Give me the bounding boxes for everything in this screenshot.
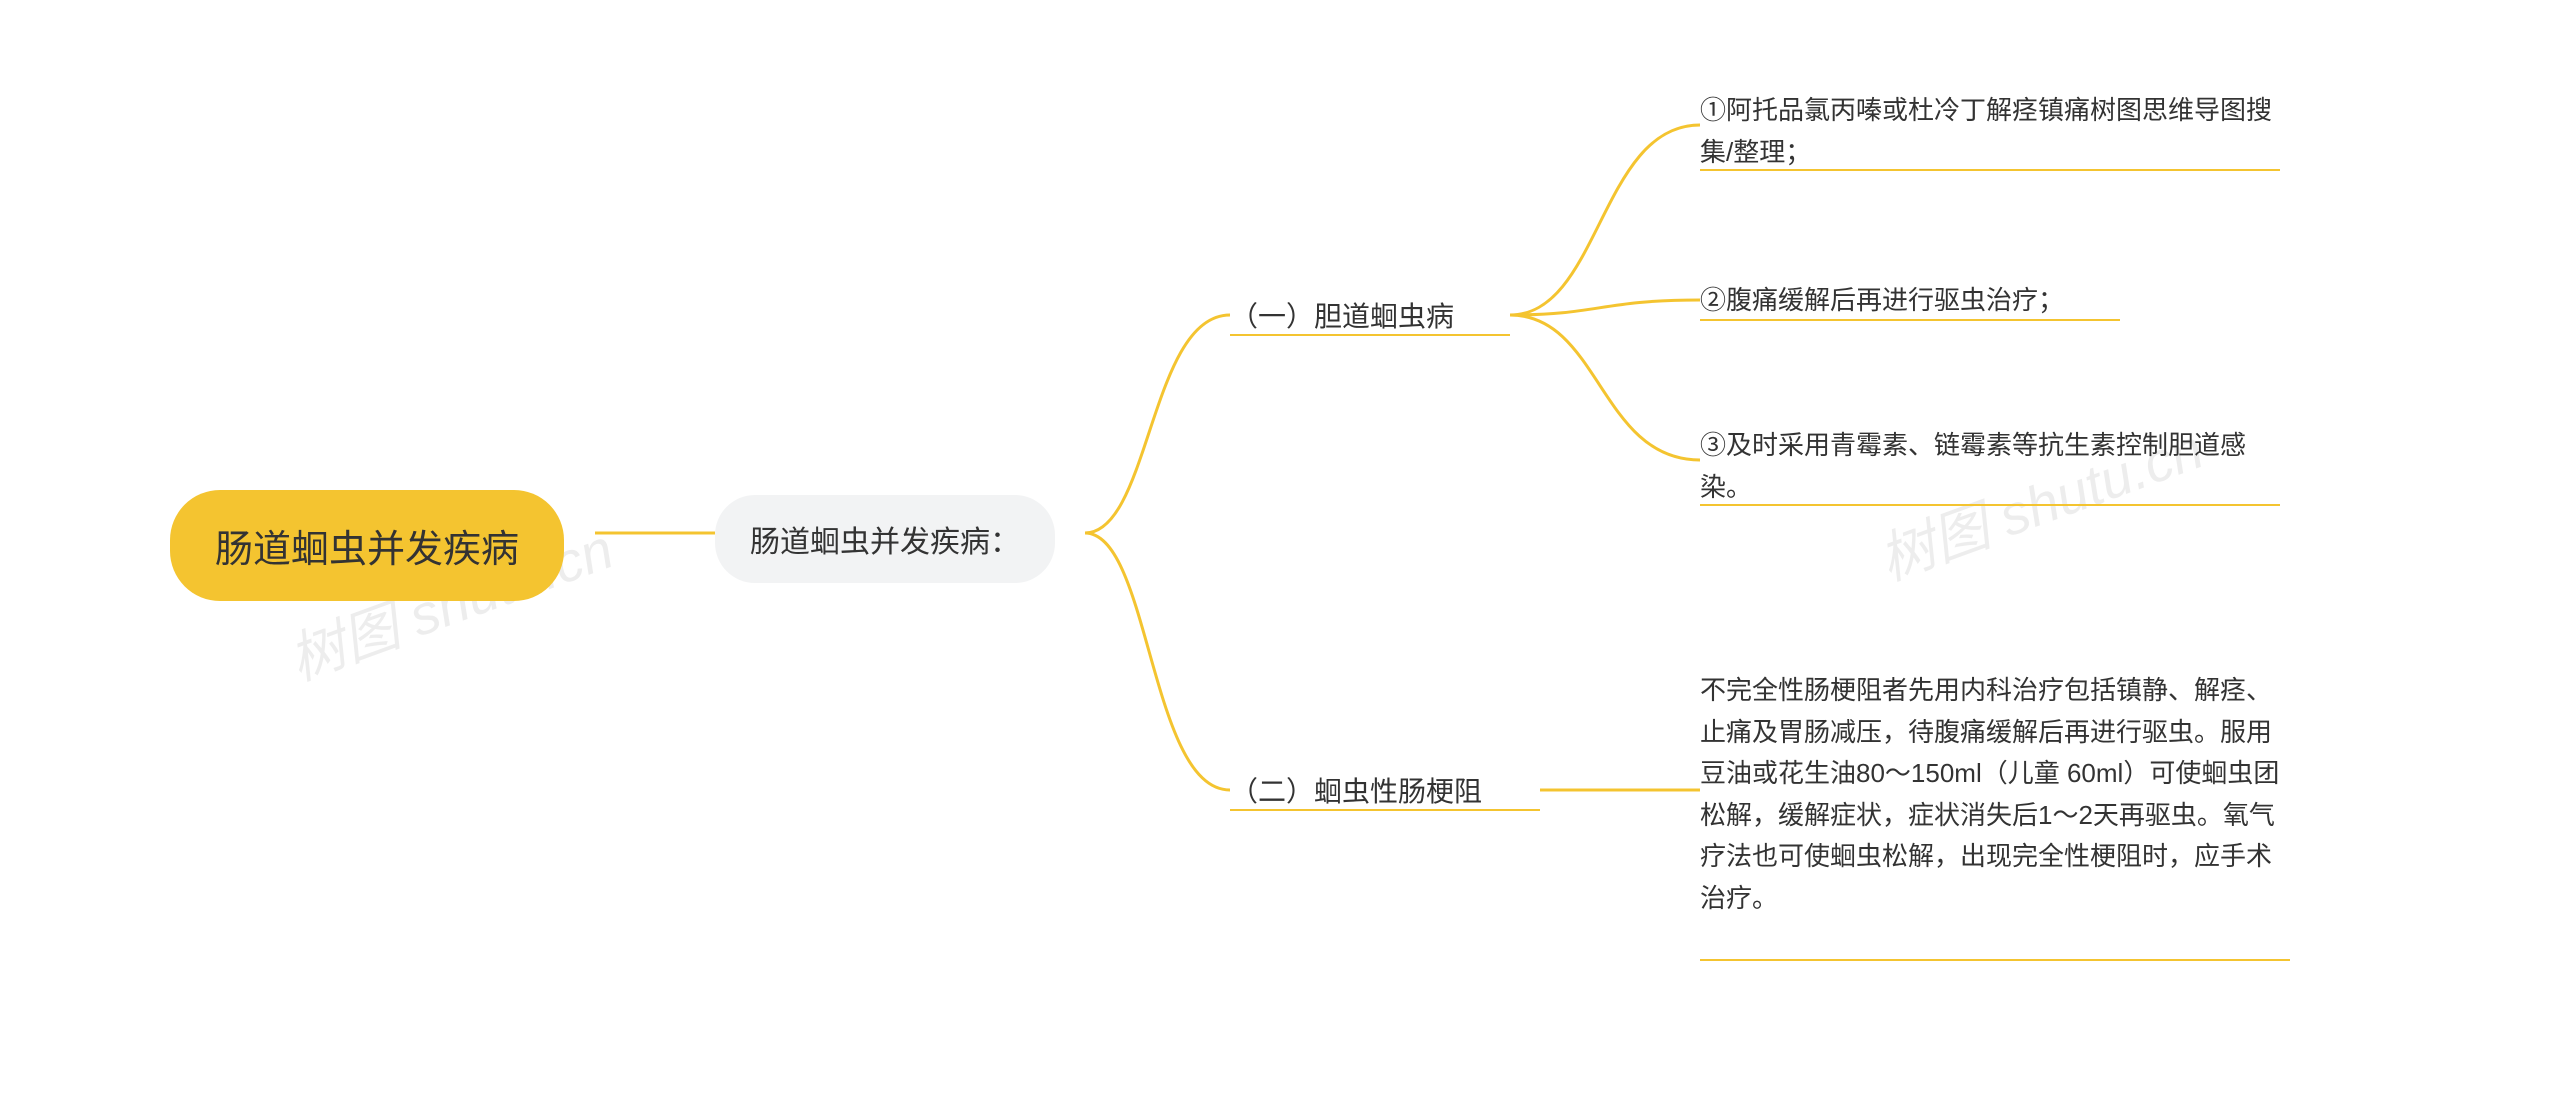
leaf-node-3[interactable]: ③及时采用青霉素、链霉素等抗生素控制胆道感染。 (1700, 425, 2280, 508)
leaf3-text: ③及时采用青霉素、链霉素等抗生素控制胆道感染。 (1700, 425, 2280, 508)
root-label: 肠道蛔虫并发疾病 (215, 518, 519, 573)
leaf-node-4[interactable]: 不完全性肠梗阻者先用内科治疗包括镇静、解痉、止痛及胃肠减压，待腹痛缓解后再进行驱… (1700, 670, 2290, 920)
leaf4-text: 不完全性肠梗阻者先用内科治疗包括镇静、解痉、止痛及胃肠减压，待腹痛缓解后再进行驱… (1700, 670, 2290, 920)
leaf-node-2[interactable]: ②腹痛缓解后再进行驱虫治疗； (1700, 280, 2064, 322)
level1-node[interactable]: 肠道蛔虫并发疾病： (715, 495, 1055, 583)
branch1-node[interactable]: （一）胆道蛔虫病 (1230, 295, 1454, 335)
leaf2-text: ②腹痛缓解后再进行驱虫治疗； (1700, 280, 2064, 322)
leaf1-text: ①阿托品氯丙嗪或杜冷丁解痉镇痛树图思维导图搜集/整理； (1700, 90, 2280, 173)
branch2-node[interactable]: （二）蛔虫性肠梗阻 (1230, 770, 1482, 810)
root-node[interactable]: 肠道蛔虫并发疾病 (170, 490, 564, 601)
level1-label: 肠道蛔虫并发疾病： (750, 517, 1020, 561)
leaf-node-1[interactable]: ①阿托品氯丙嗪或杜冷丁解痉镇痛树图思维导图搜集/整理； (1700, 90, 2280, 173)
branch1-label: （一）胆道蛔虫病 (1230, 295, 1454, 335)
branch2-label: （二）蛔虫性肠梗阻 (1230, 770, 1482, 810)
